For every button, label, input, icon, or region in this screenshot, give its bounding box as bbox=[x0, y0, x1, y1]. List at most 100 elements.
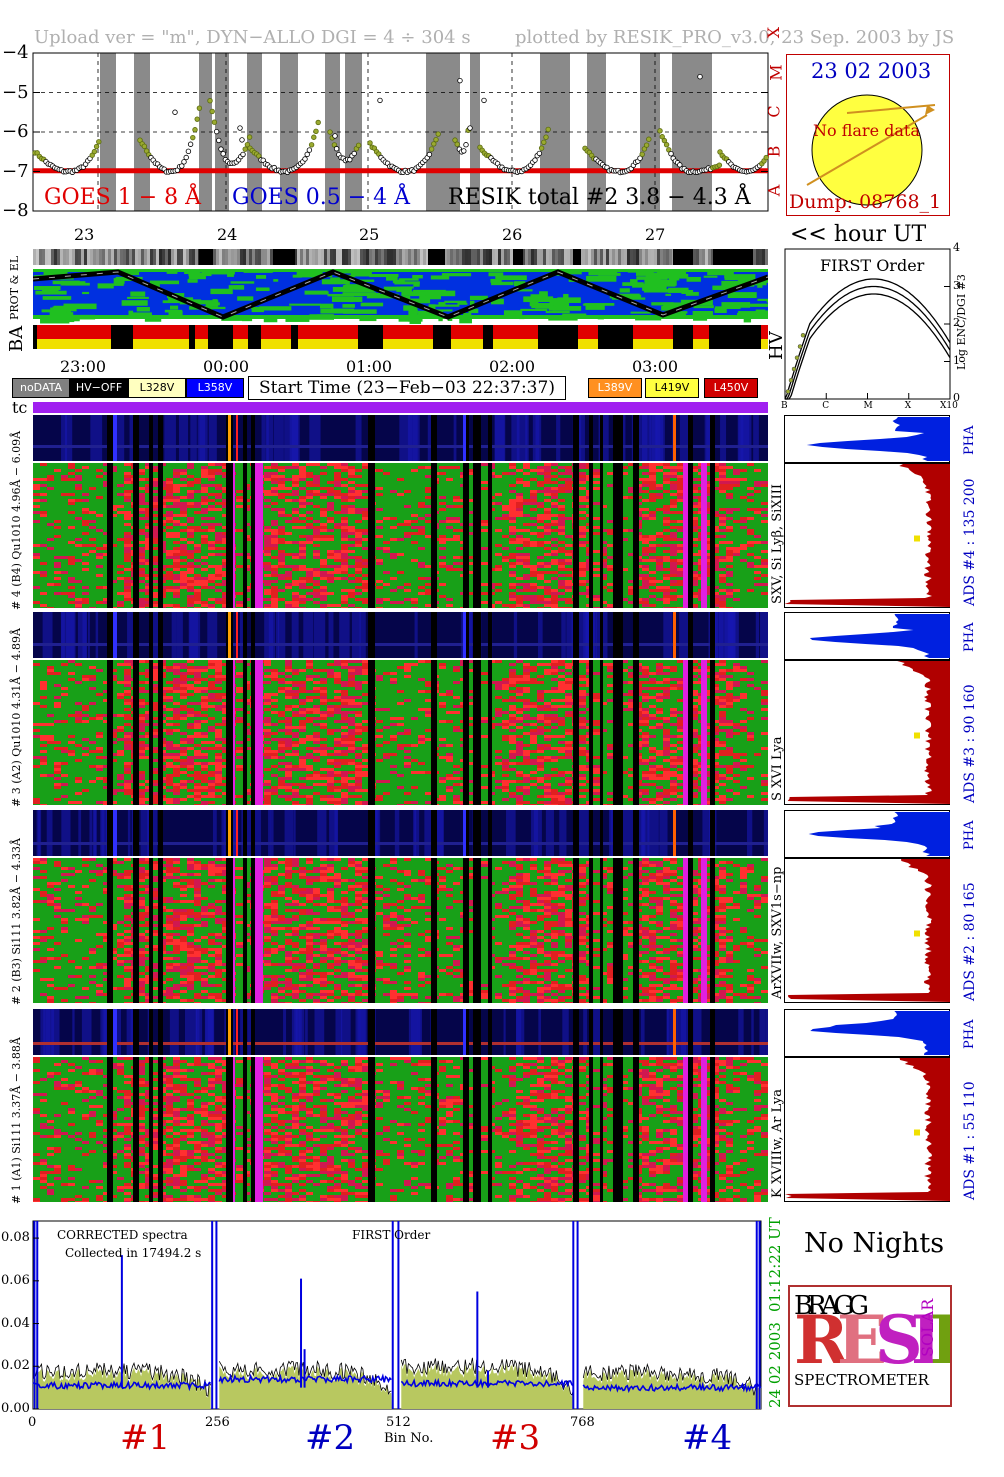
heat-cell bbox=[201, 517, 208, 520]
heat-cell bbox=[54, 583, 61, 586]
heat-cell bbox=[313, 580, 320, 583]
prot-cell bbox=[469, 300, 475, 306]
heat-cell bbox=[754, 556, 761, 559]
heat-cell bbox=[362, 774, 369, 777]
heat-cell bbox=[628, 675, 635, 678]
heat-cell bbox=[558, 675, 565, 678]
prot-cell bbox=[766, 299, 768, 303]
heat-cell bbox=[173, 547, 180, 550]
heat-cell bbox=[362, 589, 369, 592]
heat-cell bbox=[278, 526, 285, 529]
heat-cell bbox=[313, 529, 320, 532]
prot-cell bbox=[52, 280, 65, 285]
fo-xtick-label: M bbox=[863, 401, 873, 411]
heat-cell bbox=[201, 702, 208, 705]
heat-cell bbox=[236, 795, 243, 798]
heat-cell bbox=[264, 753, 271, 756]
heat-cell bbox=[110, 801, 117, 804]
heat-cell bbox=[334, 798, 341, 801]
prot-cell bbox=[35, 290, 67, 295]
heat-cell bbox=[138, 493, 145, 496]
heat-cell bbox=[551, 804, 558, 805]
heat-cell bbox=[292, 690, 299, 693]
strip-top-cell bbox=[651, 249, 654, 265]
strip-top-cell bbox=[405, 249, 408, 265]
heat-cell bbox=[145, 702, 152, 705]
heat-cell bbox=[495, 750, 502, 753]
heat-cell bbox=[145, 541, 152, 544]
heat-cell bbox=[404, 729, 411, 732]
heat-cell bbox=[187, 738, 194, 741]
heat-cell bbox=[264, 780, 271, 783]
heat-cell bbox=[712, 544, 719, 547]
heat-cell bbox=[152, 502, 159, 505]
heat-cell bbox=[40, 804, 47, 805]
heat-cell bbox=[187, 604, 194, 607]
heat-cell bbox=[313, 669, 320, 672]
heat-cell bbox=[579, 463, 586, 466]
heat-cell bbox=[327, 505, 334, 508]
heat-cell bbox=[453, 538, 460, 541]
heat-cell bbox=[453, 771, 460, 774]
pha-cell bbox=[339, 612, 350, 658]
heat-cell bbox=[530, 759, 537, 762]
prot-cell bbox=[457, 302, 468, 305]
heat-cell bbox=[180, 523, 187, 526]
heat-cell bbox=[670, 499, 677, 502]
heat-cell bbox=[327, 783, 334, 786]
heat-cell bbox=[215, 687, 222, 690]
heat-cell bbox=[47, 478, 54, 481]
heat-cell bbox=[110, 580, 117, 583]
heat-cell bbox=[516, 577, 523, 580]
heat-cell bbox=[313, 535, 320, 538]
heat-cell bbox=[292, 466, 299, 469]
heat-cell bbox=[299, 475, 306, 478]
heat-gap bbox=[488, 463, 492, 608]
heat-cell bbox=[404, 750, 411, 753]
strip-top-cell bbox=[33, 249, 36, 265]
heat-cell bbox=[40, 738, 47, 741]
heat-cell bbox=[348, 786, 355, 789]
heat-cell bbox=[705, 523, 712, 526]
heat-cell bbox=[222, 738, 229, 741]
strip-top-cell bbox=[36, 249, 39, 265]
heat-cell bbox=[551, 756, 558, 759]
heat-cell bbox=[362, 565, 369, 568]
heat-cell bbox=[642, 463, 649, 466]
heat-cell bbox=[285, 493, 292, 496]
heat-cell bbox=[75, 487, 82, 490]
pha-gap bbox=[243, 415, 247, 461]
heat-cell bbox=[537, 484, 544, 487]
heat-cell bbox=[264, 598, 271, 601]
heat-cell bbox=[376, 547, 383, 550]
heat-cell bbox=[89, 717, 96, 720]
heat-cell bbox=[390, 538, 397, 541]
heat-cell bbox=[110, 789, 117, 792]
heat-cell bbox=[173, 472, 180, 475]
heat-cell bbox=[677, 559, 684, 562]
heat-cell bbox=[579, 804, 586, 805]
heat-cell bbox=[236, 675, 243, 678]
heat-cell bbox=[544, 729, 551, 732]
heat-cell bbox=[579, 750, 586, 753]
prot-cell bbox=[636, 271, 654, 276]
heat-cell bbox=[579, 747, 586, 750]
heat-cell bbox=[446, 520, 453, 523]
heat-cell bbox=[334, 705, 341, 708]
heat-cell bbox=[558, 699, 565, 702]
resik-point bbox=[333, 146, 340, 152]
prot-cell bbox=[99, 283, 124, 286]
heat-cell bbox=[523, 786, 530, 789]
heat-cell bbox=[712, 562, 719, 565]
heat-cell bbox=[516, 720, 523, 723]
heat-cell bbox=[502, 681, 509, 684]
ads-marker bbox=[914, 535, 920, 542]
heat-cell bbox=[173, 592, 180, 595]
heat-cell bbox=[292, 792, 299, 795]
heat-cell bbox=[467, 696, 474, 699]
heat-cell bbox=[467, 556, 474, 559]
heat-cell bbox=[712, 469, 719, 472]
heat-cell bbox=[348, 595, 355, 598]
strip-top-cell bbox=[342, 249, 345, 265]
heat-cell bbox=[565, 598, 572, 601]
